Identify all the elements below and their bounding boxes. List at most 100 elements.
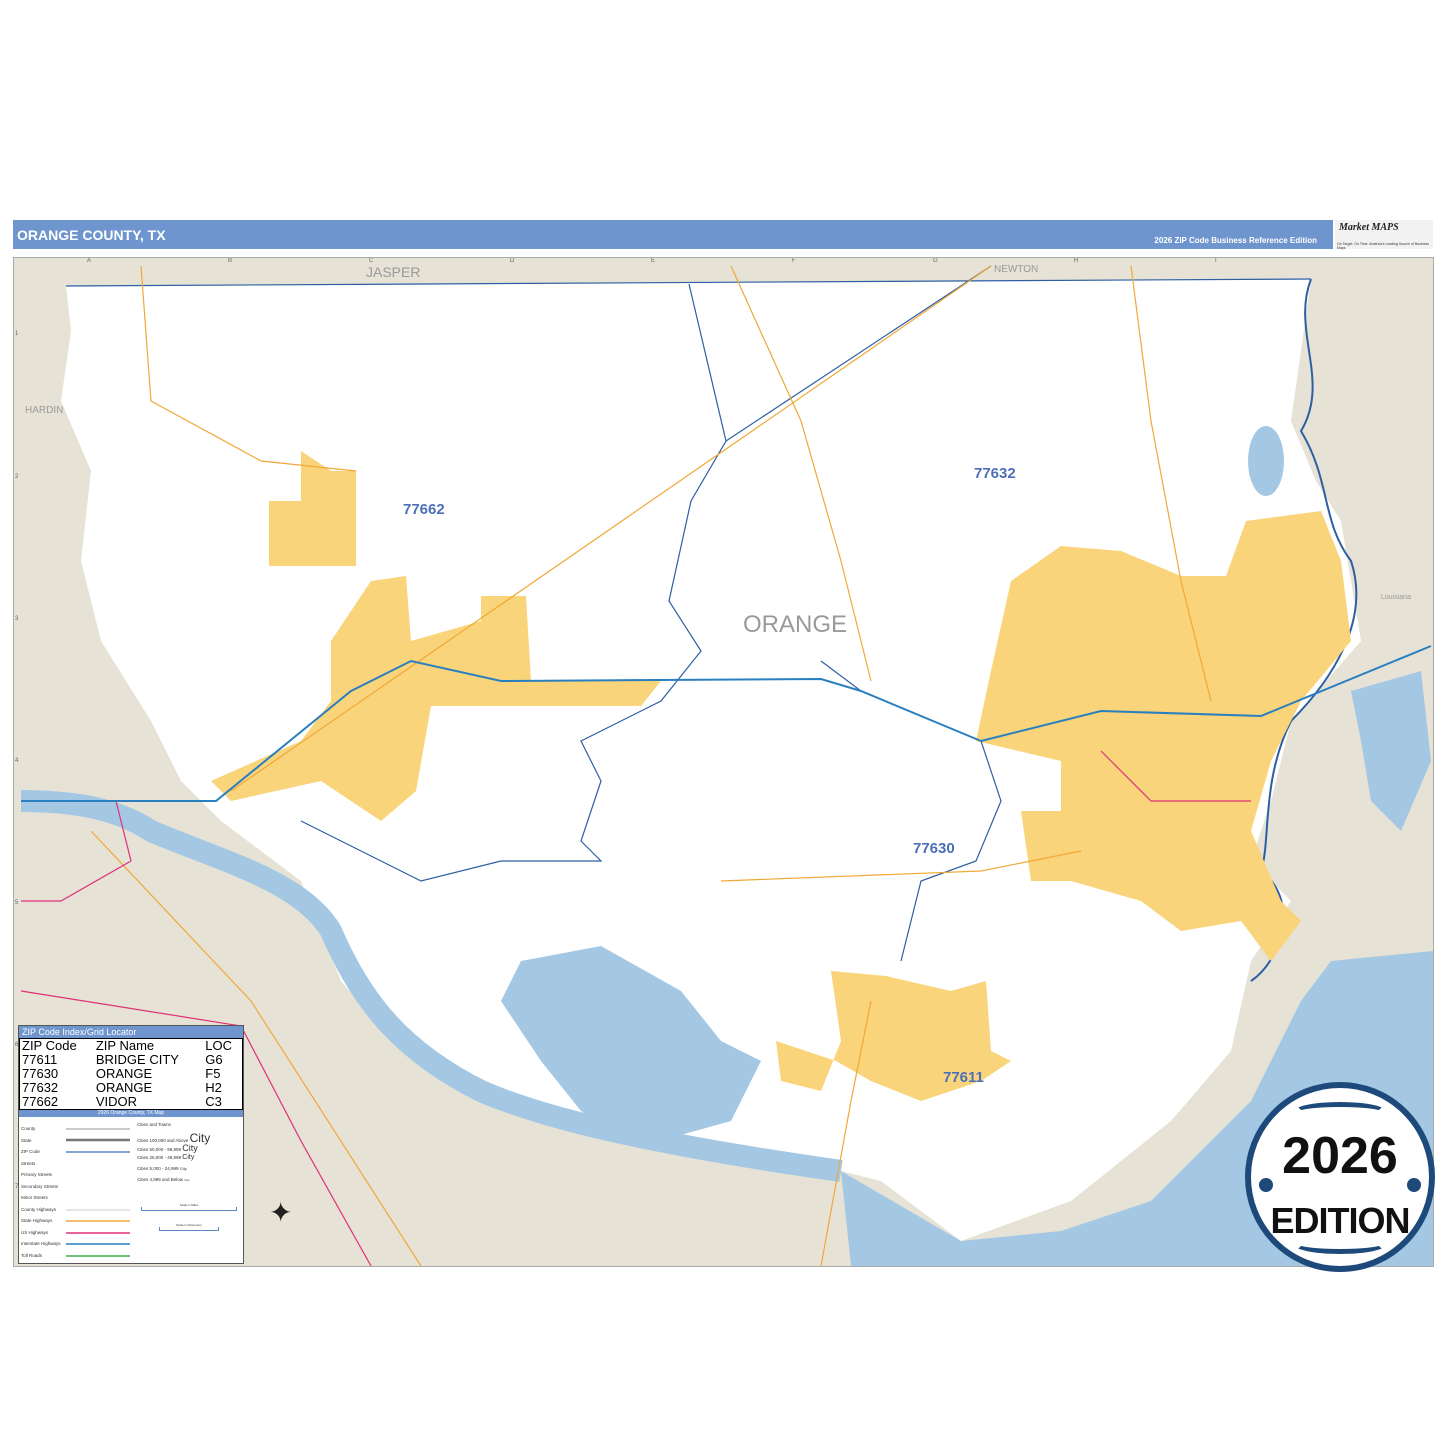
column-header: ZIP Name <box>95 1038 155 1053</box>
state-highway <box>720 850 1082 882</box>
city-size-4: Cities 5,000 - 24,999 City <box>137 1165 187 1171</box>
logo-text: Market MAPS <box>1339 222 1399 233</box>
badge-arc-bottom <box>1293 1234 1387 1254</box>
legend-zip-code: ZIP Code <box>21 1149 40 1154</box>
zip-name: BRIDGE CITY <box>95 1052 179 1067</box>
badge-year: 2026 <box>1282 1127 1398 1185</box>
grid-row-6: 6 <box>15 1042 19 1048</box>
grid-column-h: H <box>1074 258 1079 264</box>
legend-streets: Streets <box>21 1160 36 1166</box>
line-samples <box>66 1128 130 1257</box>
zip-label-77632[interactable]: 77632 <box>974 465 1016 482</box>
zip-loc: G6 <box>205 1052 223 1067</box>
zip-code: 77611 <box>22 1052 58 1067</box>
city-size-3: Cities 25,000 - 49,999 City <box>137 1154 195 1161</box>
legend-map-title: 2026 Orange County, TX Map <box>19 1110 243 1117</box>
city-size-legend: Cities and Towns Cities 100,000 and Abov… <box>137 1122 241 1231</box>
lake <box>1248 426 1284 496</box>
city-size-5: Cities 4,999 and Below City <box>137 1177 190 1182</box>
city-pine-forest <box>269 451 356 566</box>
state-highway <box>730 265 872 682</box>
state-highway <box>230 265 992 792</box>
zip-name: VIDOR <box>95 1094 138 1109</box>
scale-miles-label: Scale in Miles <box>179 1202 199 1207</box>
zip-label-77611[interactable]: 77611 <box>943 1069 984 1086</box>
zip-index-title: ZIP Code Index/Grid Locator <box>19 1026 243 1038</box>
compass-rose-icon: ✦ <box>269 1197 293 1228</box>
zip-name: ORANGE <box>95 1066 153 1081</box>
badge-arc-top <box>1293 1102 1387 1122</box>
zip-code: 77632 <box>22 1080 59 1095</box>
scale-bar-miles <box>141 1206 237 1211</box>
city-bridge-city <box>776 971 1011 1101</box>
city-size-2: Cities 50,000 - 99,999 City <box>137 1142 198 1153</box>
louisiana-lakes <box>1351 671 1431 831</box>
city-vidor <box>211 576 661 821</box>
column-header: LOC <box>205 1038 232 1053</box>
grid-column-d: D <box>510 258 515 264</box>
legend-interstate-highways: Interstate Highways <box>21 1241 61 1246</box>
grid-row-3: 3 <box>15 616 19 622</box>
county-shape <box>61 279 1361 1241</box>
grid-column-e: E <box>651 258 656 264</box>
legend-panel: ZIP Code Index/Grid Locator ZIP Code ZIP… <box>18 1025 244 1264</box>
us-highway <box>1100 750 1251 802</box>
interstate-10 <box>21 645 1432 802</box>
grid-column-a: A <box>87 258 92 264</box>
grid-row-2: 2 <box>15 474 19 480</box>
state-highway <box>90 830 422 1266</box>
state-highway <box>820 1000 872 1266</box>
city-orange <box>976 511 1351 961</box>
table-header: ZIP Code ZIP Name LOC <box>20 1039 243 1054</box>
legend-secondary-streets: Secondary Streets <box>21 1183 59 1189</box>
zip-label-77662[interactable]: 77662 <box>403 501 445 518</box>
grid-column-i: I <box>1215 258 1217 264</box>
label-louisiana: Louisiana <box>1381 594 1411 601</box>
marsh-bay <box>501 946 761 1146</box>
legend-county-highways: County Highways <box>21 1206 57 1212</box>
label-jasper: JASPER <box>366 264 421 280</box>
cities-title: Cities and Towns <box>137 1122 171 1127</box>
legend-primary-streets: Primary Streets <box>21 1172 53 1177</box>
label-newton: NEWTON <box>994 264 1039 275</box>
zip-index-table: ZIP Code ZIP Name LOC 77611 BRIDGE CITY G6… <box>19 1038 243 1110</box>
table-row: 77630 ORANGE F5 <box>20 1067 243 1081</box>
grid-row-5: 5 <box>15 900 19 906</box>
badge-dot-right <box>1407 1178 1421 1192</box>
map-area[interactable]: A B C D E F G H I 1 2 3 4 5 6 7 JASPER N… <box>13 257 1434 1267</box>
grid-row-4: 4 <box>15 758 19 764</box>
label-hardin: HARDIN <box>25 405 64 416</box>
grid-row-7: 7 <box>15 1184 19 1190</box>
grid-column-g: G <box>933 258 938 264</box>
zip-label-77630[interactable]: 77630 <box>913 840 955 857</box>
legend-state-highways: State Highways <box>21 1218 53 1223</box>
legend-toll-roads: Toll Roads <box>21 1252 43 1258</box>
state-highway <box>1130 265 1212 702</box>
column-header: ZIP Code <box>22 1038 77 1053</box>
zip-loc: C3 <box>205 1094 222 1109</box>
edition-label: 2026 ZIP Code Business Reference Edition <box>1154 236 1317 245</box>
zip-code: 77662 <box>22 1094 59 1109</box>
legend-state: State <box>21 1137 32 1143</box>
table-row: 77662 VIDOR C3 <box>20 1095 243 1110</box>
city-size-1: Cities 100,000 and Above City <box>137 1131 211 1145</box>
zip-loc: H2 <box>205 1080 222 1095</box>
county-label: ORANGE <box>743 611 848 638</box>
zip-name: ORANGE <box>95 1080 153 1095</box>
grid-column-b: B <box>228 258 233 264</box>
zip-loc: F5 <box>205 1066 221 1081</box>
table-row: 77611 BRIDGE CITY G6 <box>20 1053 243 1067</box>
zip-code: 77630 <box>22 1066 59 1081</box>
scale-km-label: Scale in Kilometers <box>176 1222 202 1227</box>
scale-bar-km <box>159 1226 219 1231</box>
map-title: ORANGE COUNTY, TX <box>17 227 166 243</box>
badge-dot-left <box>1259 1178 1273 1192</box>
grid-column-c: C <box>369 258 374 264</box>
us-highway <box>20 990 372 1266</box>
grid-column-f: F <box>792 258 796 264</box>
grid-row-1: 1 <box>15 331 19 337</box>
zip-boundaries <box>65 265 1312 962</box>
state-highway <box>140 265 357 472</box>
legend-us-highways: US Highways <box>21 1229 49 1235</box>
logo-tagline: On Target. On Time. America's Leading So… <box>1337 242 1430 250</box>
